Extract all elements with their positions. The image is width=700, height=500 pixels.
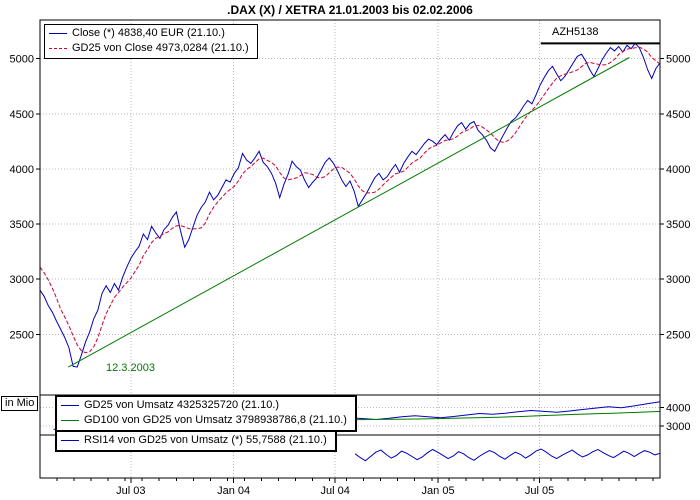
- svg-text:2500: 2500: [666, 329, 690, 341]
- legend-row-rsi: RSI14 von GD25 von Umsatz (*) 55,7588 (2…: [61, 433, 327, 448]
- axis-ticks-and-labels: 2500 2500 3000 3000 3500 3500 4000 4000 4500 4500…: [10, 54, 691, 497]
- volume-gd100-line-swatch: [61, 419, 79, 421]
- volume-gd25-value-label: GD25 von Umsatz 4325325720 (21.10.): [84, 399, 280, 411]
- trend-start-date-annotation: 12.3.2003: [106, 362, 155, 374]
- legend-row-close: Close (*) 4838,40 EUR (21.10.): [49, 26, 249, 41]
- gd25-value-label: GD25 von Close 4973,0284 (21.10.): [72, 42, 249, 54]
- volume-unit-label: in Mio: [1, 396, 39, 411]
- svg-text:Jan 04: Jan 04: [217, 485, 250, 497]
- rsi-line-swatch: [61, 439, 79, 441]
- svg-text:3500: 3500: [10, 219, 34, 231]
- rsi-value-label: RSI14 von GD25 von Umsatz (*) 55,7588 (2…: [84, 434, 327, 446]
- svg-text:4500: 4500: [666, 109, 690, 121]
- svg-text:4000: 4000: [666, 403, 690, 415]
- svg-text:4500: 4500: [10, 109, 34, 121]
- volume-gd100-value-label: GD100 von GD25 von Umsatz 3798938786,8 (…: [84, 414, 347, 426]
- chart-title: .DAX (X) / XETRA 21.01.2003 bis 02.02.20…: [227, 3, 473, 17]
- svg-text:Jul 03: Jul 03: [116, 485, 145, 497]
- resistance-label: AZH5138: [552, 26, 599, 38]
- gd25-line-swatch: [49, 47, 67, 49]
- close-value-label: Close (*) 4838,40 EUR (21.10.): [72, 27, 225, 39]
- trend-line: [68, 57, 630, 368]
- svg-text:4000: 4000: [10, 164, 34, 176]
- svg-text:3000: 3000: [666, 421, 690, 433]
- close-line-swatch: [49, 32, 67, 34]
- svg-text:2500: 2500: [10, 329, 34, 341]
- legend-row-gd25: GD25 von Close 4973,0284 (21.10.): [49, 41, 249, 56]
- svg-text:3000: 3000: [10, 274, 34, 286]
- svg-text:Jul 05: Jul 05: [525, 485, 554, 497]
- svg-text:Jan 05: Jan 05: [422, 485, 455, 497]
- svg-text:5000: 5000: [666, 54, 690, 66]
- svg-text:3000: 3000: [666, 274, 690, 286]
- legend-row-volume-gd25: GD25 von Umsatz 4325325720 (21.10.): [61, 398, 347, 413]
- svg-text:3500: 3500: [666, 219, 690, 231]
- svg-text:5000: 5000: [10, 54, 34, 66]
- volume-gd25-line-swatch: [61, 404, 79, 406]
- volume-legend: GD25 von Umsatz 4325325720 (21.10.) GD10…: [55, 395, 357, 432]
- svg-text:Jul 04: Jul 04: [321, 485, 350, 497]
- svg-text:4000: 4000: [666, 164, 690, 176]
- rsi-series: [354, 448, 661, 462]
- price-legend: Close (*) 4838,40 EUR (21.10.) GD25 von …: [44, 24, 258, 59]
- legend-row-volume-gd100: GD100 von GD25 von Umsatz 3798938786,8 (…: [61, 413, 347, 428]
- price-series: [39, 42, 661, 368]
- rsi-legend: RSI14 von GD25 von Umsatz (*) 55,7588 (2…: [55, 430, 337, 452]
